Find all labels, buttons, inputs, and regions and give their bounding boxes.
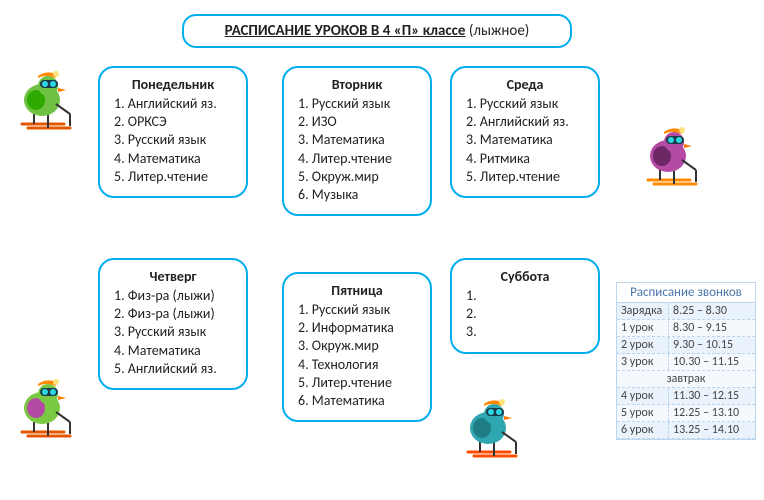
day-box: Среда 1. Русский язык2. Английский яз.3. … [450, 66, 600, 198]
lesson-item: 3. Окруж.мир [298, 337, 416, 355]
lesson-item: 1. [466, 287, 584, 305]
bell-label: 5 урок [617, 405, 669, 421]
lesson-item: 2. ОРКСЭ [114, 113, 232, 131]
lesson-item: 2. [466, 305, 584, 323]
lesson-item: 2. Физ-ра (лыжи) [114, 305, 232, 323]
bell-time: 10.30 – 11.15 [669, 354, 755, 370]
bell-row: 3 урок10.30 – 11.15 [617, 354, 755, 371]
lesson-item: 1. Английский яз. [114, 95, 232, 113]
lesson-item: 5. Литер.чтение [114, 168, 232, 186]
lesson-item: 2. Информатика [298, 319, 416, 337]
bell-row: 4 урок11.30 – 12.15 [617, 388, 755, 405]
lesson-item: 2. ИЗО [298, 113, 416, 131]
day-box: Пятница 1. Русский язык2. Информатика3. О… [282, 272, 432, 422]
lesson-item: 1. Физ-ра (лыжи) [114, 287, 232, 305]
lesson-item: 3. Русский язык [114, 323, 232, 341]
bell-row: 1 урок8.30 – 9.15 [617, 320, 755, 337]
bell-label: 1 урок [617, 320, 669, 336]
lesson-item: 1. Русский язык [298, 95, 416, 113]
lesson-item: 4. Ритмика [466, 150, 584, 168]
lesson-item: 6. Музыка [298, 186, 416, 204]
bell-label: 6 урок [617, 422, 669, 438]
bell-schedule-title: Расписание звонков [617, 283, 755, 303]
lesson-list: 1. Русский язык2. Информатика3. Окруж.ми… [298, 301, 416, 410]
bird-icon [460, 392, 530, 462]
lesson-list: 1. Физ-ра (лыжи)2. Физ-ра (лыжи)3. Русск… [114, 287, 232, 378]
lesson-item: 6. Математика [298, 392, 416, 410]
bird-icon [640, 120, 710, 190]
lesson-list: 1. Английский яз.2. ОРКСЭ3. Русский язык… [114, 95, 232, 186]
lesson-item: 1. Русский язык [298, 301, 416, 319]
schedule-title: РАСПИСАНИЕ УРОКОВ В 4 «П» классе (лыжное… [182, 14, 572, 48]
bell-time: 8.30 – 9.15 [669, 320, 755, 336]
day-title: Суббота [466, 268, 584, 285]
bell-row: 6 урок13.25 – 14.10 [617, 422, 755, 439]
lesson-item: 3. Русский язык [114, 131, 232, 149]
day-title: Среда [466, 76, 584, 93]
bell-time: 9.30 – 10.15 [669, 337, 755, 353]
bell-label: 3 урок [617, 354, 669, 370]
lesson-item: 2. Английский яз. [466, 113, 584, 131]
bell-time: 12.25 – 13.10 [669, 405, 755, 421]
lesson-item: 3. Математика [466, 131, 584, 149]
lesson-item: 4. Технология [298, 356, 416, 374]
day-box: Понедельник 1. Английский яз.2. ОРКСЭ3. Р… [98, 66, 248, 198]
lesson-item: 5. Английский яз. [114, 360, 232, 378]
bell-time: 8.25 – 8.30 [669, 303, 755, 319]
bell-schedule: Расписание звонков Зарядка8.25 – 8.301 у… [616, 282, 756, 440]
day-box: Вторник 1. Русский язык2. ИЗО3. Математик… [282, 66, 432, 216]
day-box: Суббота 1. 2. 3. [450, 258, 600, 354]
bell-time: 11.30 – 12.15 [669, 388, 755, 404]
day-title: Вторник [298, 76, 416, 93]
lesson-item: 3. [466, 323, 584, 341]
title-bold: РАСПИСАНИЕ УРОКОВ В 4 «П» классе [225, 22, 466, 40]
lesson-item: 5. Литер.чтение [466, 168, 584, 186]
bird-icon [14, 64, 84, 134]
bell-label: Зарядка [617, 303, 669, 319]
lesson-item: 4. Математика [114, 150, 232, 168]
day-box: Четверг 1. Физ-ра (лыжи)2. Физ-ра (лыжи)3… [98, 258, 248, 390]
title-suffix: (лыжное) [465, 22, 529, 40]
lesson-list: 1. Русский язык2. Английский яз.3. Матем… [466, 95, 584, 186]
bell-row: 2 урок9.30 – 10.15 [617, 337, 755, 354]
lesson-list: 1. Русский язык2. ИЗО3. Математика4. Лит… [298, 95, 416, 204]
lesson-item: 4. Литер.чтение [298, 150, 416, 168]
bird-icon [14, 372, 84, 442]
bell-label: 4 урок [617, 388, 669, 404]
lesson-item: 4. Математика [114, 342, 232, 360]
bell-label: 2 урок [617, 337, 669, 353]
day-title: Пятница [298, 282, 416, 299]
bell-row: Зарядка8.25 – 8.30 [617, 303, 755, 320]
lesson-item: 5. Литер.чтение [298, 374, 416, 392]
lesson-item: 5. Окруж.мир [298, 168, 416, 186]
lesson-item: 1. Русский язык [466, 95, 584, 113]
bell-row: 5 урок12.25 – 13.10 [617, 405, 755, 422]
bell-time: 13.25 – 14.10 [669, 422, 755, 438]
day-title: Понедельник [114, 76, 232, 93]
lesson-list: 1. 2. 3. [466, 287, 584, 342]
day-title: Четверг [114, 268, 232, 285]
lesson-item: 3. Математика [298, 131, 416, 149]
bell-breakfast: завтрак [617, 371, 755, 388]
